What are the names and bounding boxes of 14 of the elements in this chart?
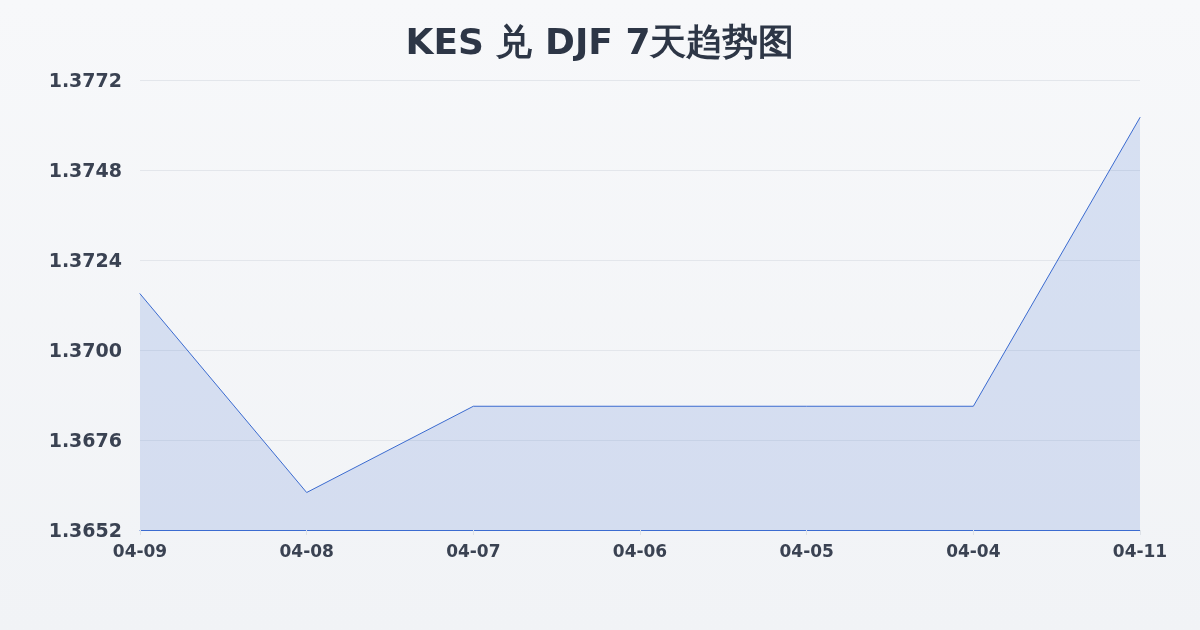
x-tick-label: 04-11 <box>1112 540 1168 561</box>
x-tick-label: 04-09 <box>112 540 168 561</box>
x-tick-label: 04-06 <box>612 540 668 561</box>
y-tick-label: 1.3676 <box>48 429 122 451</box>
y-tick-label: 1.3772 <box>48 69 122 91</box>
x-tick-label: 04-08 <box>279 540 334 561</box>
x-tick-label: 04-05 <box>779 540 834 561</box>
y-tick-label: 1.3748 <box>48 159 122 181</box>
y-tick-label: 1.3652 <box>48 519 122 541</box>
y-tick-label: 1.3724 <box>48 249 122 271</box>
chart-title: KES 兑 DJF 7天趋势图 <box>405 20 795 62</box>
x-tick-label: 04-07 <box>446 540 501 561</box>
y-tick-label: 1.3700 <box>48 339 122 361</box>
x-tick-label: 04-04 <box>946 540 1001 561</box>
